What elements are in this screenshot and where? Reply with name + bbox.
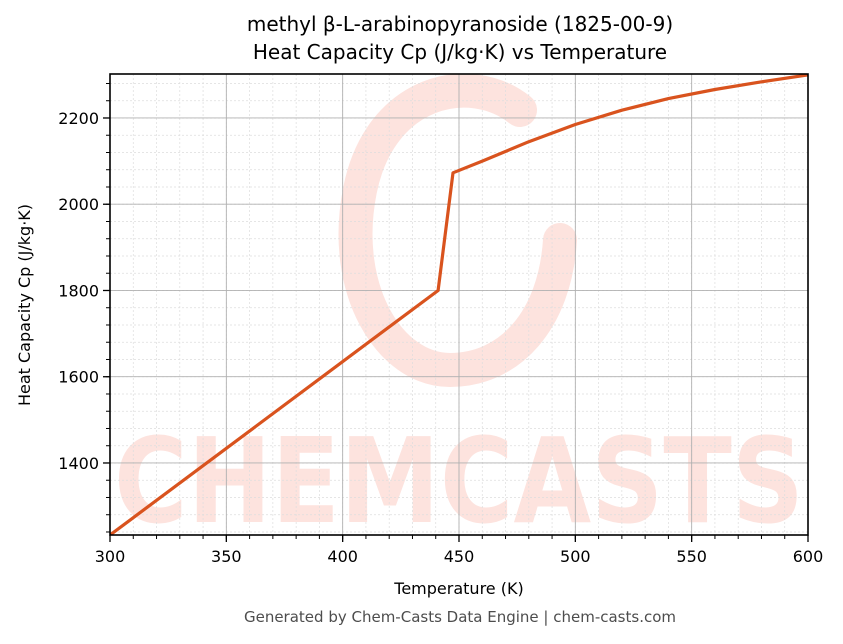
x-tick-label: 300 <box>95 547 126 566</box>
x-tick-label: 450 <box>444 547 475 566</box>
chart-title-line2: Heat Capacity Cp (J/kg·K) vs Temperature <box>252 40 668 64</box>
chart-title-line1: methyl β-L-arabinopyranoside (1825-00-9) <box>246 12 674 36</box>
x-tick-label: 600 <box>793 547 824 566</box>
x-tick-label: 400 <box>327 547 358 566</box>
x-axis-label: Temperature (K) <box>393 579 523 598</box>
x-tick-label: 550 <box>676 547 707 566</box>
footer-credit: Generated by Chem-Casts Data Engine | ch… <box>243 608 677 626</box>
y-tick-label: 2000 <box>58 195 99 214</box>
y-tick-label: 1400 <box>58 454 99 473</box>
data-series-line <box>110 74 808 535</box>
y-tick-label: 1800 <box>58 281 99 300</box>
x-tick-label: 350 <box>211 547 242 566</box>
x-axis-ticks: 300 350 400 450 500 550 600 <box>95 535 824 566</box>
y-axis-label: Heat Capacity Cp (J/kg·K) <box>15 204 34 406</box>
watermark-swirl-icon <box>338 74 577 388</box>
y-tick-label: 1600 <box>58 368 99 387</box>
x-tick-label: 500 <box>560 547 591 566</box>
y-axis-ticks: 1400 1600 1800 2000 2200 <box>58 82 110 533</box>
y-tick-label: 2200 <box>58 109 99 128</box>
